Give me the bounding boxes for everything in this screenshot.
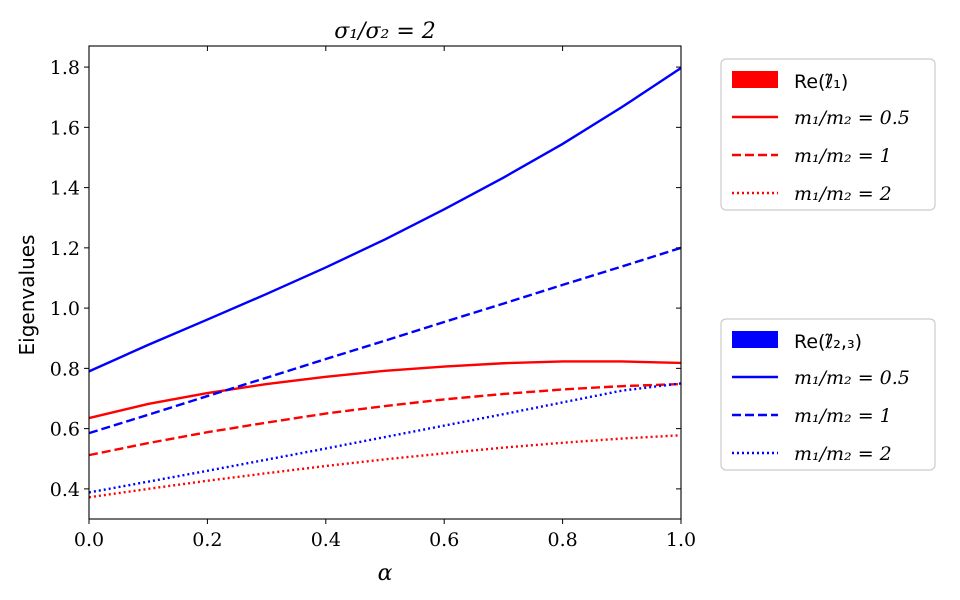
legend-entry-label: m₁/m₂ = 1 [794,145,892,167]
legend-entry-label: m₁/m₂ = 0.5 [794,367,910,389]
axis-ticks: 0.0 0.2 0.4 0.6 0.8 1.0 0.4 0.6 0.8 1.0 1.2 1.4 1.6 1… [50,46,696,551]
x-tick-label: 0.2 [192,529,222,551]
legends: Re(ℓ̃₁)m₁/m₂ = 0.5m₁/m₂ = 1m₁/m₂ = 2Re(ℓ… [720,58,936,471]
legend-patch [732,71,778,88]
series-group [88,66,682,499]
y-tick-label: 0.8 [50,358,80,380]
y-tick-label: 1.2 [50,238,80,260]
x-tick-label: 0.6 [429,529,459,551]
x-tick-label: 1.0 [666,529,696,551]
legend-entry-label: m₁/m₂ = 2 [794,443,892,465]
x-axis-label: α [378,561,393,586]
chart-title: σ₁/σ₂ = 2 [334,19,436,44]
axes-frame [88,45,682,520]
series-line-blue-dotted [88,382,682,494]
x-tick-label: 0.8 [547,529,577,551]
legend-patch [732,331,778,348]
y-tick-label: 1.0 [50,298,80,320]
legend-frame [720,58,936,211]
series-line-blue-solid [88,66,682,373]
legend-entry-label: m₁/m₂ = 2 [794,183,892,205]
legend-entry-label: m₁/m₂ = 0.5 [794,107,910,129]
legend-2: Re(ℓ̃₂,₃) m₁/m₂ = 0.5 m₁/m₂ = 1 m₁/m₂ = 2 [720,318,936,471]
legend-entry-label: m₁/m₂ = 1 [794,405,892,427]
y-tick-label: 1.8 [50,57,80,79]
legend-header-label: Re(ℓ̃₁) [794,71,848,93]
y-tick-label: 0.4 [50,479,80,501]
y-tick-label: 1.6 [50,117,80,139]
legend-header-label: Re(ℓ̃₂,₃) [794,331,862,353]
y-axis-label: Eigenvalues [15,235,39,356]
series-line-red-dashed [88,382,682,457]
x-tick-label: 0.0 [74,529,104,551]
series-line-red-solid [88,360,682,420]
series-line-red-dotted [88,434,682,499]
x-tick-label: 0.4 [311,529,341,551]
y-tick-label: 1.4 [50,178,80,200]
y-tick-label: 0.6 [50,419,80,441]
legend-1: Re(ℓ̃₁) m₁/m₂ = 0.5 m₁/m₂ = 1 m₁/m₂ = 2 [720,58,936,211]
legend-frame [720,318,936,471]
